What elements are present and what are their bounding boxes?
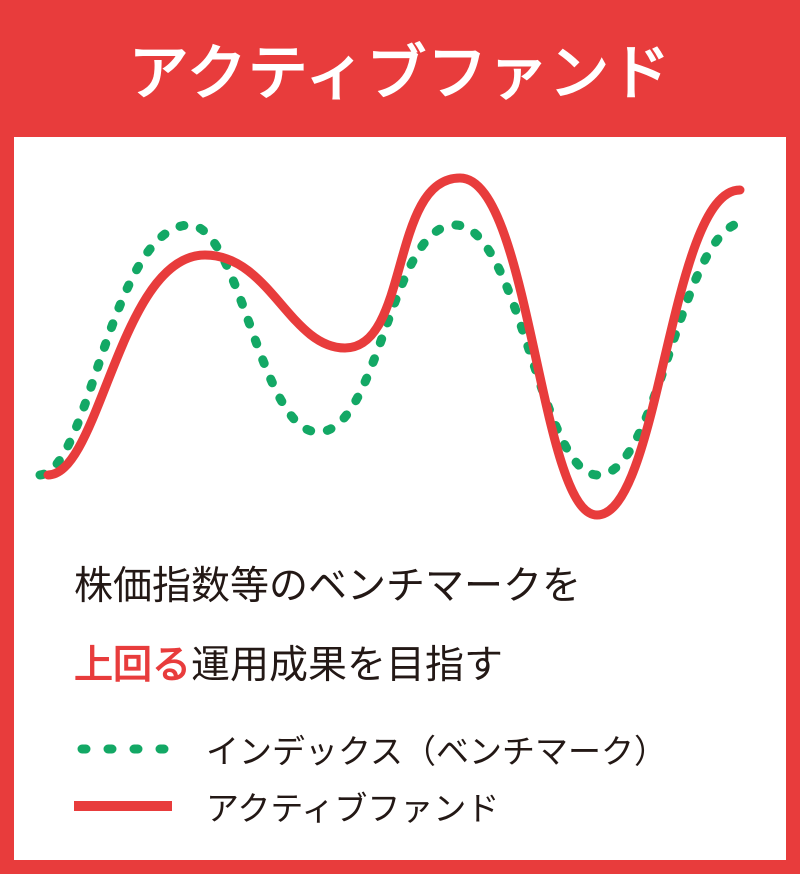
description-line-2: 上回る運用成果を目指す — [74, 634, 503, 690]
dotted-line-swatch — [77, 744, 174, 754]
description-rest: 運用成果を目指す — [191, 643, 504, 688]
description-line-1: 株価指数等のベンチマークを — [74, 564, 582, 609]
legend-item-active: アクティブファンド — [74, 782, 499, 830]
legend-item-index: インデックス（ベンチマーク） — [74, 725, 667, 773]
legend-label-index: インデックス（ベンチマーク） — [206, 732, 668, 771]
solid-line-swatch — [74, 801, 172, 811]
content-panel: 株価指数等のベンチマークを 上回る運用成果を目指す インデックス（ベンチマーク）… — [14, 137, 786, 860]
legend-label-active: アクティブファンド — [206, 789, 500, 828]
highlight-text: 上回る — [74, 643, 192, 688]
title-banner: アクティブファンド — [128, 39, 672, 109]
active-fund-curve — [43, 173, 745, 520]
comparison-diagram — [35, 173, 750, 520]
index-benchmark-curve — [35, 217, 750, 480]
